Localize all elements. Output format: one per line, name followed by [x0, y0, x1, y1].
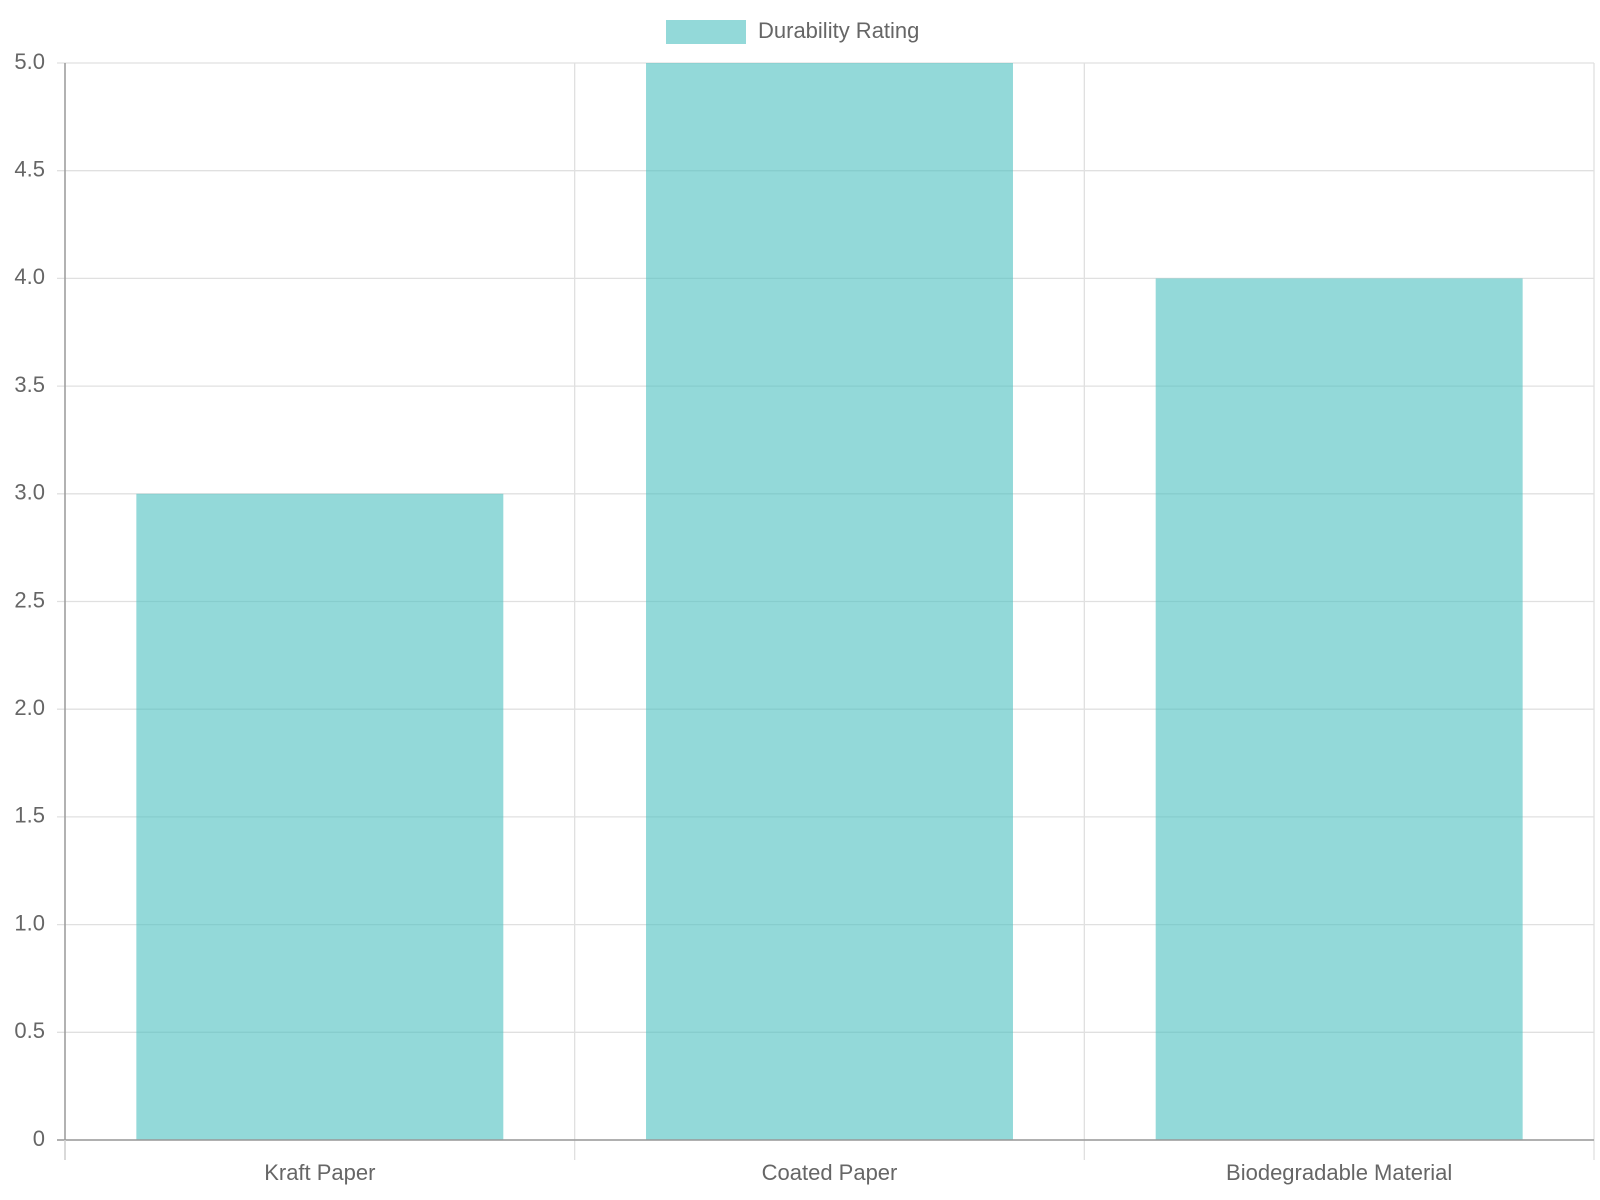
y-tick-label: 1.0 [14, 910, 45, 935]
y-tick-label: 0.5 [14, 1018, 45, 1043]
y-tick-label: 3.0 [14, 480, 45, 505]
legend-label: Durability Rating [758, 18, 919, 43]
y-tick-label: 2.5 [14, 587, 45, 612]
legend-swatch [666, 20, 746, 44]
y-tick-label: 4.5 [14, 157, 45, 182]
y-tick-label: 5.0 [14, 49, 45, 74]
y-tick-label: 2.0 [14, 695, 45, 720]
y-tick-label: 1.5 [14, 803, 45, 828]
x-tick-label: Kraft Paper [264, 1160, 375, 1185]
x-tick-label: Biodegradable Material [1226, 1160, 1452, 1185]
y-tick-label: 4.0 [14, 264, 45, 289]
y-tick-label: 0 [33, 1126, 45, 1151]
x-tick-label: Coated Paper [762, 1160, 898, 1185]
bar [136, 493, 504, 1140]
bar [1155, 278, 1523, 1140]
y-tick-label: 3.5 [14, 372, 45, 397]
bar [646, 63, 1013, 1140]
